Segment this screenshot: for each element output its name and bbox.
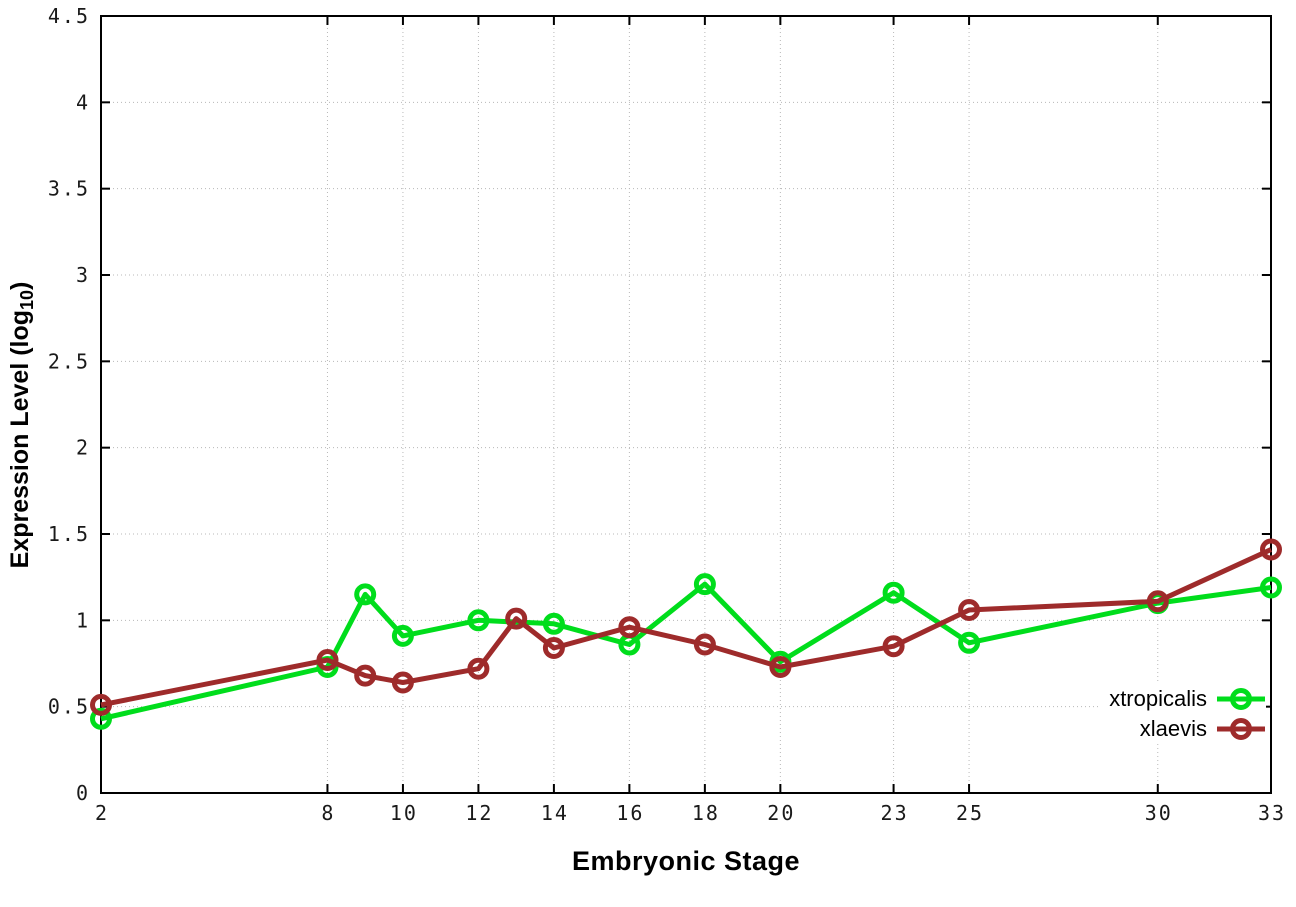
data-point-xtropicalis [542,612,565,635]
x-axis-title: Embryonic Stage [571,846,801,876]
y-tick-label: 4.5 [48,4,90,28]
legend-row: xtropicalis [1109,684,1266,714]
x-tick-label: 8 [321,801,335,825]
data-point-xlaevis [1260,538,1282,561]
data-point-xtropicalis [1260,576,1282,599]
data-point-xtropicalis [958,631,981,654]
legend: xtropicalis xlaevis [1099,684,1266,744]
y-tick-label: 4 [76,90,90,114]
data-point-xlaevis [958,599,981,621]
x-tick-label: 18 [692,801,720,825]
y-tick-label: 3.5 [48,177,90,201]
x-tick-label: 2 [95,801,109,825]
series-line-xtropicalis [100,581,1272,722]
y-axis-title-text: Expression Level (log [5,309,34,569]
y-tick-label: 2 [76,436,90,460]
data-point-xlaevis [1146,590,1169,613]
series-line-xlaevis [100,547,1273,708]
legend-label-xlaevis: xlaevis [1139,716,1207,741]
y-axis-title-subscript: 10 [17,289,38,310]
legend-label-xtropicalis: xtropicalis [1109,686,1207,711]
data-point-xlaevis [693,633,716,656]
data-point-xlaevis [505,607,528,630]
data-point-xlaevis [90,693,112,716]
data-point-xtropicalis [467,609,490,632]
x-tick-label: 23 [881,801,909,825]
x-tick-label: 25 [956,801,984,825]
data-point-xtropicalis [391,624,414,647]
x-tick-label: 16 [616,801,644,825]
data-point-xtropicalis [693,573,716,596]
data-point-xtropicalis [882,581,905,604]
y-tick-label: 1 [76,608,90,632]
legend-row: xlaevis [1109,714,1266,744]
x-tick-label: 33 [1258,801,1286,825]
data-point-xlaevis [391,671,414,694]
y-tick-label: 0 [76,781,90,805]
x-tick-label: 14 [541,801,569,825]
y-tick-label: 2.5 [48,349,90,373]
y-tick-label: 0.5 [48,695,90,719]
x-tick-label: 30 [1145,801,1173,825]
legend-marker-xlaevis [1217,718,1265,740]
legend-marker-xtropicalis [1217,688,1265,710]
x-tick-label: 12 [465,801,493,825]
plot-border [100,15,1272,794]
data-point-xlaevis [467,657,490,680]
data-point-xlaevis [354,664,377,687]
data-point-xlaevis [542,637,565,659]
data-point-xtropicalis [90,707,112,730]
x-tick-label: 20 [767,801,795,825]
y-tick-label: 3 [76,263,90,287]
data-point-xlaevis [882,635,905,658]
data-point-xlaevis [769,656,792,678]
y-axis-title: Expression Level (log10) [6,282,38,569]
data-point-xlaevis [618,616,641,639]
data-point-xlaevis [316,649,339,671]
data-point-xtropicalis [354,583,377,606]
y-axis-title-suffix: ) [5,281,34,290]
y-tick-label: 1.5 [48,522,90,546]
x-tick-label: 10 [390,801,418,825]
